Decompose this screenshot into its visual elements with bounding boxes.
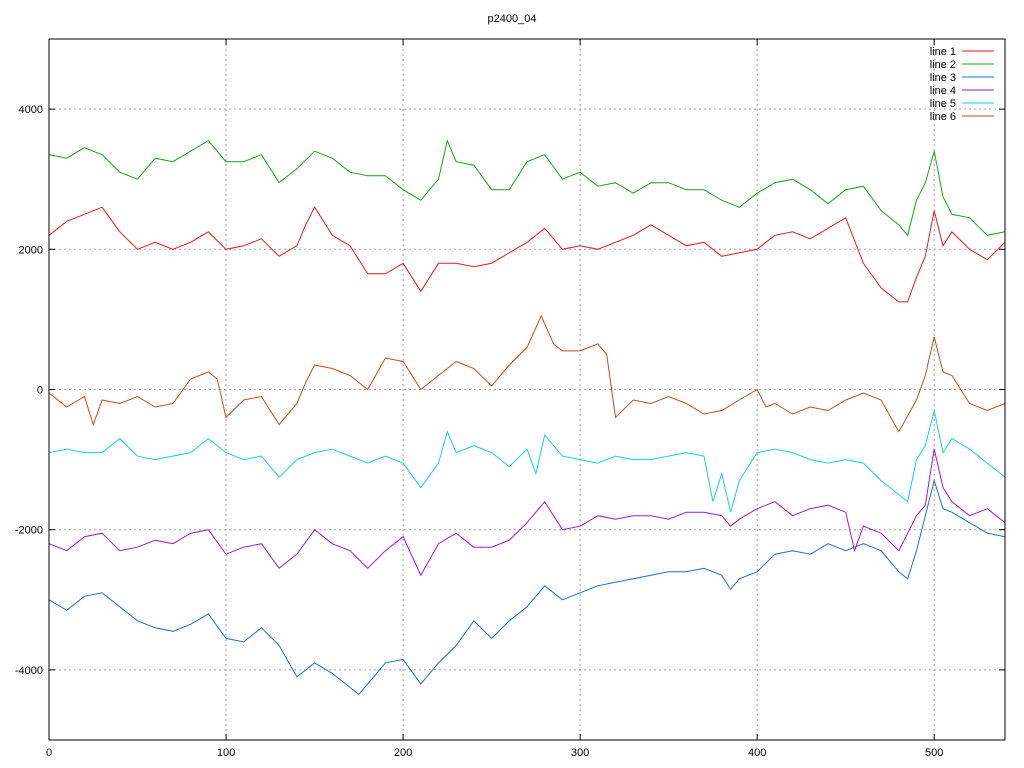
x-axis-ticks: 0 100 200 300 400 500 [46, 39, 943, 759]
x-tick-label: 400 [748, 747, 766, 759]
legend-label-5: line 5 [930, 98, 956, 110]
legend-label-3: line 3 [930, 72, 956, 84]
series-line-4 [48, 448, 1006, 577]
y-tick-label: 0 [37, 385, 43, 397]
series-line-1 [48, 206, 1006, 303]
grid-lines [49, 39, 1005, 740]
x-tick-label: 200 [394, 747, 412, 759]
y-tick-label: 2000 [19, 244, 43, 256]
legend-label-4: line 4 [930, 85, 956, 97]
series-line-6 [48, 314, 1006, 433]
y-tick-label: -4000 [15, 665, 43, 677]
plot-frame [48, 38, 1006, 741]
x-tick-label: 500 [925, 747, 943, 759]
series-line-3 [48, 478, 1006, 696]
chart-title: p2400_04 [488, 13, 537, 25]
x-tick-label: 0 [46, 747, 52, 759]
x-tick-label: 300 [571, 747, 589, 759]
y-tick-label: -2000 [15, 525, 43, 537]
x-tick-label: 100 [217, 747, 235, 759]
y-tick-label: 4000 [19, 104, 43, 116]
series-group [48, 138, 1006, 696]
legend-label-1: line 1 [930, 46, 956, 58]
legend-label-2: line 2 [930, 59, 956, 71]
series-line-5 [48, 410, 1006, 513]
y-axis-ticks: -4000 -2000 0 2000 4000 [15, 104, 1005, 677]
legend-label-6: line 6 [930, 111, 956, 123]
series-line-2 [48, 138, 1006, 237]
